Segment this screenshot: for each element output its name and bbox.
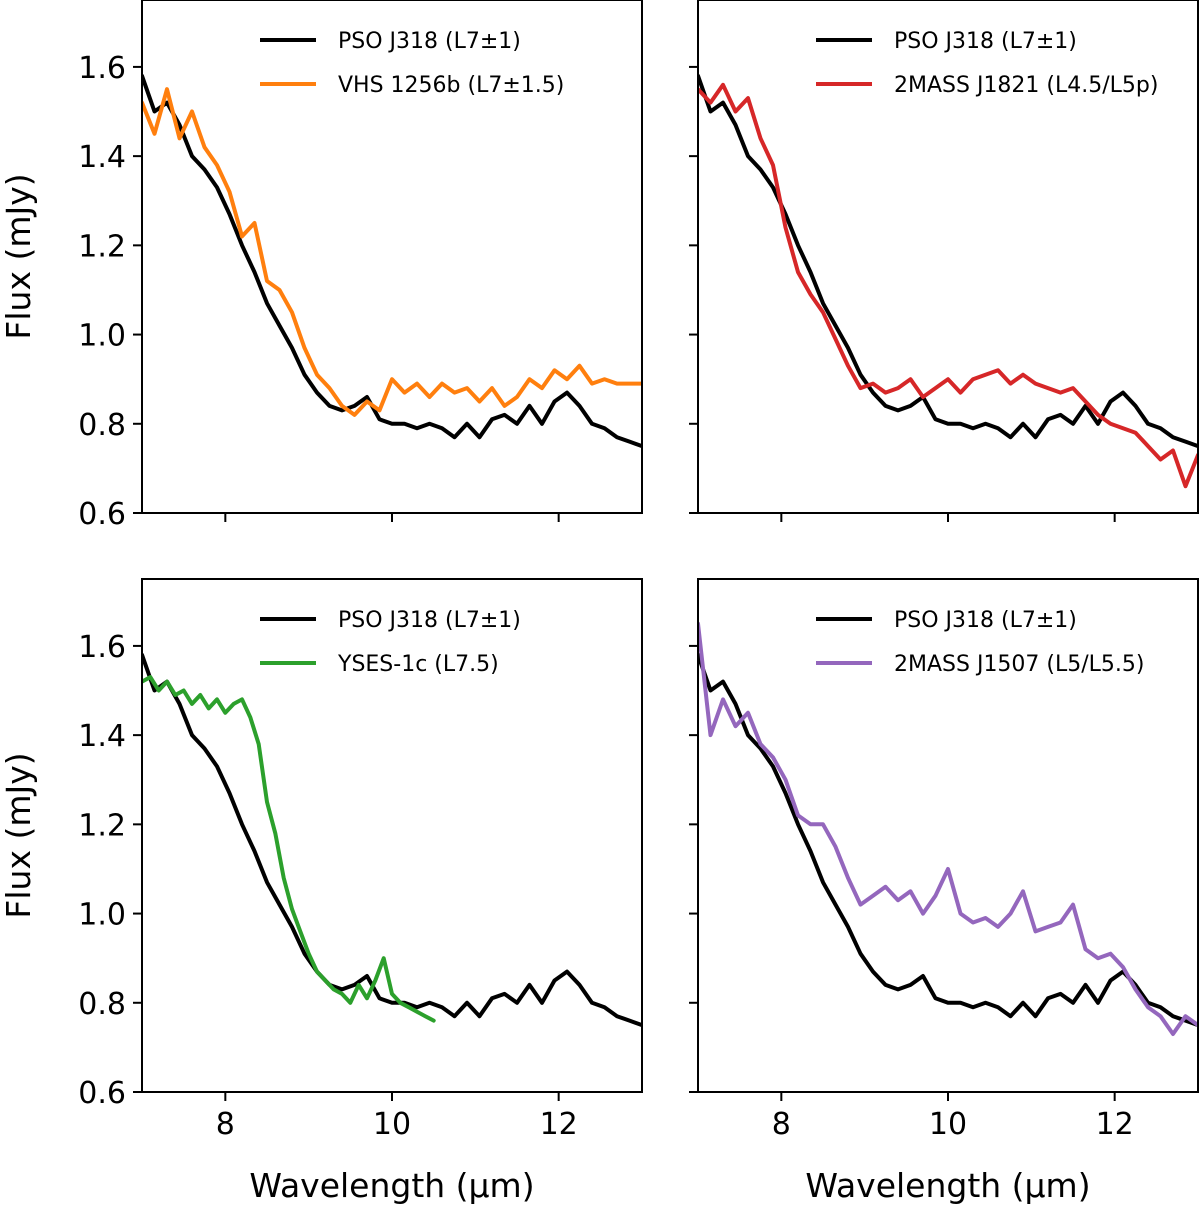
legend: PSO J318 (L7±1) YSES-1c (L7.5) bbox=[260, 608, 521, 677]
y-tick-label: 0.6 bbox=[78, 1076, 126, 1111]
x-tick-label: 10 bbox=[373, 1107, 411, 1142]
x-tick-label: 10 bbox=[929, 1107, 967, 1142]
series-line-pso-j318 bbox=[142, 652, 642, 1028]
y-tick-label: 1.6 bbox=[78, 51, 126, 86]
y-tick-label: 0.8 bbox=[78, 987, 126, 1022]
y-tick-label: 1.2 bbox=[78, 229, 126, 264]
y-tick-label: 1.0 bbox=[78, 898, 126, 933]
series-line-pso-j318 bbox=[698, 652, 1198, 1028]
legend-label: VHS 1256b (L7±1.5) bbox=[338, 73, 564, 98]
series-line-pso-j318 bbox=[142, 73, 642, 449]
legend-label: PSO J318 (L7±1) bbox=[338, 29, 521, 54]
legend: PSO J318 (L7±1) 2MASS J1821 (L4.5/L5p) bbox=[816, 29, 1158, 98]
y-tick-label: 0.6 bbox=[78, 497, 126, 532]
y-axis-title: Flux (mJy) bbox=[0, 173, 38, 339]
panel-bottom-left: 0.6 0.8 1.0 1.2 1.4 1.6 8 10 12 Flux (mJy) Wavelen… bbox=[0, 578, 643, 1205]
series-line-comparison bbox=[698, 621, 1198, 1036]
panel-top-right: PSO J318 (L7±1) 2MASS J1821 (L4.5/L5p) bbox=[689, 0, 1199, 522]
x-tick-label: 12 bbox=[1096, 1107, 1134, 1142]
panel-top-left: 0.6 0.8 1.0 1.2 1.4 1.6 Flux (mJy) PSO J318 (L7… bbox=[0, 0, 643, 532]
y-tick-label: 0.8 bbox=[78, 408, 126, 443]
legend-label: 2MASS J1821 (L4.5/L5p) bbox=[894, 73, 1158, 98]
y-tick-label: 1.4 bbox=[78, 719, 126, 754]
x-axis-title: Wavelength (µm) bbox=[805, 1166, 1090, 1205]
legend-label: 2MASS J1507 (L5/L5.5) bbox=[894, 652, 1145, 677]
x-tick-label: 8 bbox=[772, 1107, 791, 1142]
legend: PSO J318 (L7±1) VHS 1256b (L7±1.5) bbox=[260, 29, 564, 98]
x-tick-label: 8 bbox=[216, 1107, 235, 1142]
series-line-comparison bbox=[142, 675, 436, 1023]
legend-label: YSES-1c (L7.5) bbox=[337, 652, 499, 677]
x-tick-label: 12 bbox=[540, 1107, 578, 1142]
y-axis-title: Flux (mJy) bbox=[0, 752, 38, 918]
y-tick-label: 1.0 bbox=[78, 319, 126, 354]
series-line-comparison bbox=[698, 82, 1198, 489]
legend-label: PSO J318 (L7±1) bbox=[338, 608, 521, 633]
x-axis-title: Wavelength (µm) bbox=[249, 1166, 534, 1205]
legend: PSO J318 (L7±1) 2MASS J1507 (L5/L5.5) bbox=[816, 608, 1145, 677]
legend-label: PSO J318 (L7±1) bbox=[894, 29, 1077, 54]
series-line-comparison bbox=[142, 87, 642, 417]
series-line-pso-j318 bbox=[698, 73, 1198, 449]
legend-label: PSO J318 (L7±1) bbox=[894, 608, 1077, 633]
y-tick-label: 1.2 bbox=[78, 808, 126, 843]
y-tick-label: 1.4 bbox=[78, 140, 126, 175]
y-tick-label: 1.6 bbox=[78, 630, 126, 665]
